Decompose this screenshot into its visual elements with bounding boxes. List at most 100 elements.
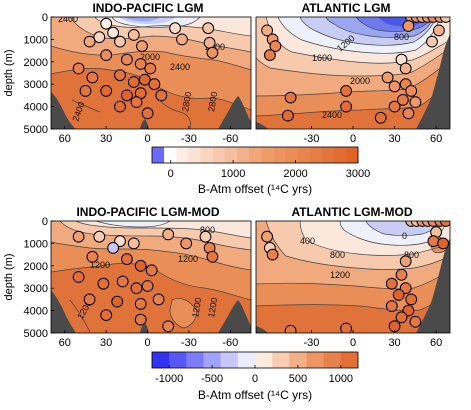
contour-label: 2000 <box>350 76 370 86</box>
colorbar-cell <box>224 147 238 163</box>
x-tick-label: -30 <box>303 337 319 349</box>
sample-marker <box>427 235 440 248</box>
sample-marker <box>107 242 119 254</box>
colorbar-cell <box>345 147 359 163</box>
colorbar-cell <box>212 147 226 163</box>
y-tick-label: 2000 <box>24 261 48 273</box>
seafloor <box>140 323 149 333</box>
contour-line <box>159 99 191 129</box>
sample-marker <box>169 22 182 35</box>
seafloor <box>416 34 450 129</box>
x-tick-label: 60 <box>430 337 442 349</box>
sample-marker <box>136 40 148 52</box>
x-tick-label: -60 <box>222 337 238 349</box>
sample-marker <box>284 324 297 333</box>
colorbar-top: 0 1000 2000 3000 B-Atm offset (¹⁴C yrs) <box>151 146 370 196</box>
x-tick-label: 30 <box>388 337 400 349</box>
sample-marker <box>100 17 113 30</box>
sample-marker <box>114 35 126 48</box>
sample-marker <box>83 35 96 48</box>
sample-marker <box>397 94 409 106</box>
contour-label: 1200 <box>330 270 350 280</box>
sample-marker <box>261 24 274 37</box>
x-tick-label: 30 <box>100 133 112 145</box>
contour-line <box>51 45 251 71</box>
y-tick-label: 3000 <box>24 283 48 295</box>
sample-markers <box>72 228 219 333</box>
sample-marker <box>199 230 212 243</box>
contour-label: 1200 <box>206 297 219 318</box>
contour-label: 400 <box>300 236 315 246</box>
y-ticks: 0 1000 2000 3000 4000 5000 <box>24 12 54 136</box>
sample-marker <box>134 313 147 326</box>
x-ticks: -30 0 30 60 <box>303 330 442 349</box>
sample-marker <box>426 35 438 48</box>
sample-marker <box>134 259 147 272</box>
colorbar-cell <box>176 147 189 163</box>
sample-marker <box>155 89 168 102</box>
seafloor <box>140 119 149 129</box>
colorbar-label: B-Atm offset (¹⁴C yrs) <box>198 388 312 402</box>
y-tick-label: 5000 <box>24 328 48 340</box>
y-tick-label: 0 <box>42 12 48 24</box>
contour-line <box>265 221 450 270</box>
plot-frame <box>50 16 252 130</box>
sample-marker <box>395 268 408 281</box>
sample-marker <box>385 277 398 290</box>
x-tick-label: 60 <box>430 133 442 145</box>
sample-marker <box>180 237 193 250</box>
x-tick-label: -30 <box>181 133 197 145</box>
colorbar-cell <box>152 147 165 163</box>
contour-line <box>169 298 197 329</box>
sample-marker <box>134 298 147 310</box>
sample-marker <box>340 100 353 113</box>
colorbar-cell <box>248 147 262 163</box>
colorbar-tick-label: 0 <box>168 168 174 180</box>
sample-marker <box>100 85 113 97</box>
sample-marker <box>93 31 106 44</box>
sample-marker <box>72 271 85 283</box>
sample-marker <box>79 85 92 97</box>
colorbar-tick-label: 3000 <box>346 168 370 180</box>
contour-label: 1200 <box>190 297 203 318</box>
x-tick-label: 0 <box>350 133 356 145</box>
sample-marker <box>266 248 279 261</box>
contour-label: 2400 <box>170 62 190 72</box>
seafloor <box>51 92 76 129</box>
sample-marker <box>116 275 129 288</box>
colorbar-cell <box>323 352 342 368</box>
sample-markers <box>261 221 450 333</box>
sample-marker <box>127 237 140 250</box>
sample-marker <box>269 40 282 52</box>
sample-marker <box>141 280 154 292</box>
y-tick-label: 4000 <box>24 306 48 318</box>
contour-line <box>325 17 435 38</box>
sample-marker <box>144 62 157 75</box>
colorbar-tick-label: -500 <box>201 373 223 385</box>
seafloor <box>256 326 268 333</box>
contour-label: 800 <box>200 225 215 235</box>
colorbar-cell <box>200 147 213 163</box>
sample-marker <box>433 24 445 37</box>
contour-label: 1200 <box>178 254 198 264</box>
sample-marker <box>100 49 113 61</box>
y-axis-label: depth (m) <box>3 253 15 300</box>
sample-marker <box>100 309 113 322</box>
colorbar-tick-label: 2000 <box>283 168 307 180</box>
panel-atlantic-lgm-mod: 400 800 1200 800 0 ATLANTIC LGM-MOD -30 0… <box>255 205 451 349</box>
sample-marker <box>114 100 126 113</box>
colorbar-cell <box>340 352 359 368</box>
contour-label: 0 <box>402 231 407 241</box>
y-axis-label: depth (m) <box>3 49 15 96</box>
colorbar-cell <box>255 352 273 368</box>
y-tick-label: 3000 <box>24 79 48 91</box>
sample-marker <box>399 255 412 268</box>
colorbar-cell <box>152 352 170 368</box>
sample-marker <box>284 91 297 104</box>
sample-marker <box>141 107 154 120</box>
sample-marker <box>148 78 161 91</box>
y-tick-label: 4000 <box>24 102 48 114</box>
sample-marker <box>86 250 99 263</box>
contour-label: 800 <box>394 32 409 42</box>
colorbar-cell <box>220 352 239 368</box>
